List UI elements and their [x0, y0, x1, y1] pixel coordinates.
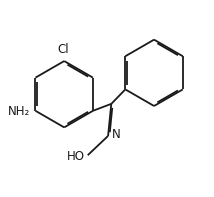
Text: HO: HO [67, 150, 85, 163]
Text: Cl: Cl [57, 43, 69, 56]
Text: N: N [112, 128, 121, 141]
Text: NH₂: NH₂ [8, 105, 30, 118]
